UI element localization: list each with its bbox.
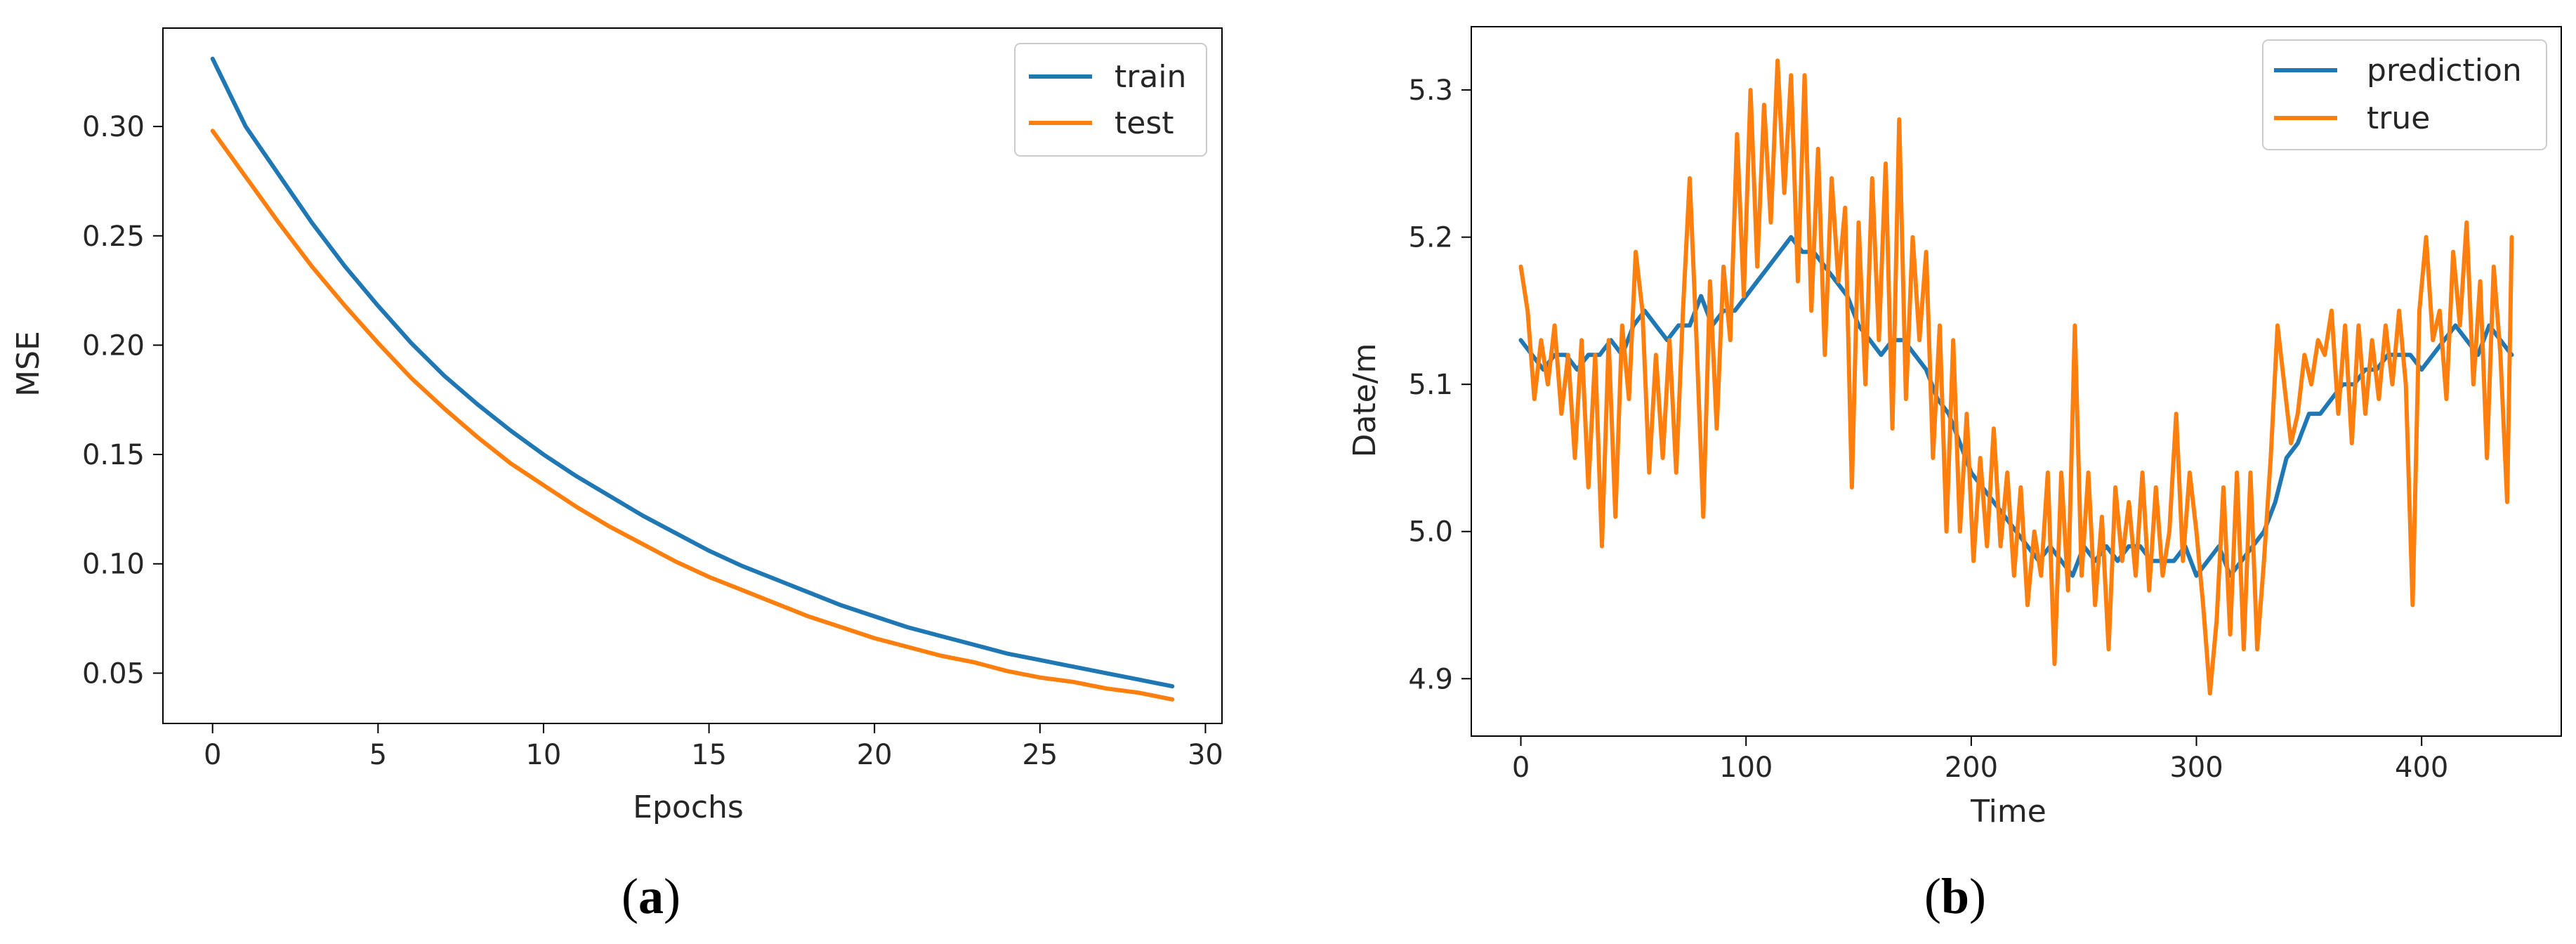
panel-label-a: (a) bbox=[622, 868, 681, 924]
x-tick-label: 5 bbox=[369, 739, 387, 771]
legend-box bbox=[1014, 43, 1207, 157]
x-axis-label: Epochs bbox=[633, 789, 744, 825]
x-axis-label: Time bbox=[1970, 794, 2046, 830]
series-group bbox=[1518, 58, 2514, 696]
legend-box bbox=[2262, 39, 2547, 150]
legend: prediction true bbox=[2262, 39, 2547, 150]
ticks-group: 0 100 200 300 400 4.9 5.0 5.1 5.2 5.3 bbox=[1408, 74, 2448, 784]
x-tick-label: 0 bbox=[1512, 752, 1530, 784]
x-tick-label: 30 bbox=[1188, 739, 1223, 771]
mse-chart: MSE Epochs 0 5 10 15 20 25 300.050.100.150.200… bbox=[11, 27, 1223, 924]
x-tick-label: 200 bbox=[1945, 752, 1998, 784]
legend-label-true: true bbox=[2367, 100, 2430, 136]
panel-letter-a: a bbox=[638, 868, 664, 924]
x-tick-label: 10 bbox=[525, 739, 561, 771]
legend: train test bbox=[1014, 43, 1207, 157]
prediction-chart: Date/m Time 0 100 200 300 400 4.9 5.0 5.1 5.2 5.3… bbox=[1347, 26, 2562, 924]
y-tick-label: 5.3 bbox=[1408, 74, 1453, 107]
y-axis-label-text: MSE bbox=[11, 331, 46, 397]
y-tick-label: 5.1 bbox=[1408, 369, 1453, 401]
legend-label-prediction: prediction bbox=[2367, 53, 2522, 88]
legend-label-test: test bbox=[1115, 105, 1174, 141]
y-tick-label: 4.9 bbox=[1408, 663, 1453, 695]
series-line-train bbox=[210, 56, 1175, 689]
ticks-group: 0 5 10 15 20 25 30 0.05 0.10 0.15 0.20 0.25 0.30 bbox=[82, 111, 1223, 771]
x-tick-label: 400 bbox=[2395, 752, 2448, 784]
y-tick-label: 0.30 bbox=[82, 111, 145, 143]
y-tick-label: 0.15 bbox=[82, 439, 145, 471]
series-group bbox=[210, 56, 1175, 702]
x-tick-label: 100 bbox=[1719, 752, 1773, 784]
y-tick-label: 0.10 bbox=[82, 549, 145, 581]
x-tick-label: 0 bbox=[204, 739, 221, 771]
x-tick-label: 300 bbox=[2169, 752, 2223, 784]
panel-letter-b: b bbox=[1941, 868, 1969, 924]
y-axis-label: Date/m bbox=[1347, 343, 1383, 458]
y-tick-label: 5.2 bbox=[1408, 222, 1453, 254]
x-tick-label: 20 bbox=[857, 739, 893, 771]
plot-frame bbox=[162, 27, 1223, 724]
y-tick-label: 0.25 bbox=[82, 221, 145, 253]
y-tick-label: 0.20 bbox=[82, 329, 145, 362]
series-line-true bbox=[1518, 58, 2514, 696]
series-line-test bbox=[210, 129, 1175, 702]
x-tick-label: 25 bbox=[1022, 739, 1058, 771]
legend-label-train: train bbox=[1115, 59, 1186, 95]
y-tick-label: 0.05 bbox=[82, 657, 145, 690]
y-tick-label: 5.0 bbox=[1408, 516, 1453, 549]
plot-frame bbox=[1471, 26, 2562, 737]
x-tick-label: 15 bbox=[691, 739, 727, 771]
y-axis-label: MSE bbox=[11, 331, 46, 397]
panel-label-b: (b) bbox=[1924, 868, 1986, 924]
